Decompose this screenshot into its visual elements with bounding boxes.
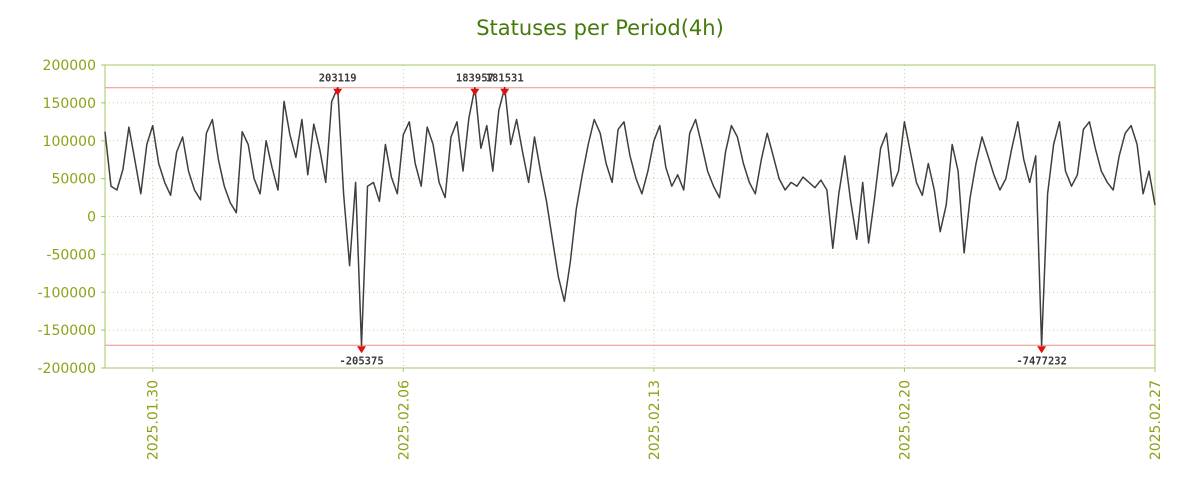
plot-border — [104, 64, 1156, 369]
annotation-label: -7477232 — [1016, 355, 1067, 367]
y-tick-label: 0 — [87, 210, 96, 226]
y-tick-label: -200000 — [38, 361, 97, 377]
x-tick-label: 2025.01.30 — [146, 380, 162, 460]
clip-marker — [1037, 346, 1047, 354]
x-tick-label: 2025.02.06 — [396, 380, 412, 460]
y-tick-label: 50000 — [51, 172, 96, 188]
y-tick-label: 100000 — [43, 134, 96, 150]
y-tick-label: -150000 — [38, 323, 97, 339]
annotation-label: 181531 — [486, 73, 524, 85]
clip-marker — [470, 88, 480, 96]
annotation-label: 203119 — [319, 73, 357, 85]
clip-marker — [357, 346, 367, 354]
y-tick-label: -50000 — [46, 247, 96, 263]
x-tick-label: 2025.02.27 — [1148, 380, 1164, 460]
y-tick-label: 200000 — [43, 58, 96, 74]
annotation-label: 183957 — [456, 73, 494, 85]
y-tick-label: -100000 — [38, 285, 97, 301]
annotation-label: -205375 — [339, 355, 383, 367]
y-tick-label: 150000 — [43, 96, 96, 112]
clip-marker — [500, 88, 510, 96]
x-tick-label: 2025.02.20 — [897, 380, 913, 460]
chart-title: Statuses per Period(4h) — [476, 16, 724, 40]
clip-marker — [333, 88, 343, 96]
x-tick-label: 2025.02.13 — [647, 380, 663, 460]
series-line — [104, 86, 1156, 347]
